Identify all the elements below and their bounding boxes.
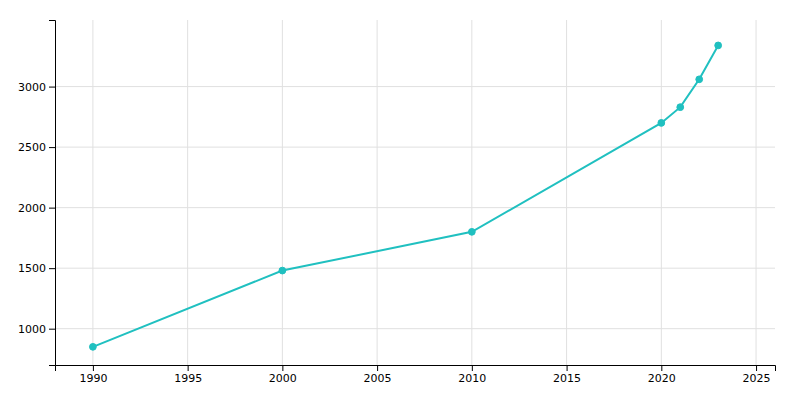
y-tick: 1500 [18,262,55,275]
y-tick-label: 2500 [18,141,46,154]
grid-line-y [55,86,775,87]
point [279,267,286,274]
point [658,120,665,127]
y-axis: 1000 1500 2000 2500 3000 [18,21,56,366]
y-axis-line [49,21,56,366]
x-tick: 2025 [743,365,771,385]
grid-line-y [55,147,775,148]
grid-line-y [55,268,775,269]
x-tick-label: 2010 [458,372,486,385]
x-tick-label: 1995 [174,372,202,385]
y-tick-mark [49,208,55,209]
grid-line-x [377,20,378,365]
y-tick-mark [49,147,55,148]
x-tick: 2010 [458,365,486,385]
y-tick-mark [49,329,55,330]
x-tick: 2000 [269,365,297,385]
series [90,42,722,350]
x-tick: 2020 [648,365,676,385]
grid-line-x [661,20,662,365]
x-tick-label: 2015 [553,372,581,385]
x-tick-mark [93,365,94,371]
point [677,104,684,111]
plot: 1990 1995 2000 2005 2010 2015 2020 2025 1000 1500… [18,20,776,385]
grid-line-y [55,328,775,329]
y-tick-label: 3000 [18,81,46,94]
x-tick-label: 1990 [79,372,107,385]
y-tick-mark [49,268,55,269]
y-tick-label: 1500 [18,262,46,275]
x-tick-label: 2025 [743,372,771,385]
x-tick-mark [188,365,189,371]
x-tick-mark [377,365,378,371]
x-tick-label: 2020 [648,372,676,385]
point [715,42,722,49]
grid-line-x [756,20,757,365]
y-tick: 2500 [18,141,55,154]
grid-line-x [187,20,188,365]
grid-line-x [471,20,472,365]
grid-line-y [55,207,775,208]
point [696,76,703,83]
x-tick: 2005 [364,365,392,385]
y-tick: 3000 [18,81,55,94]
y-tick: 1000 [18,323,55,336]
x-tick-mark [661,365,662,371]
y-tick: 2000 [18,202,55,215]
x-tick-mark [567,365,568,371]
x-tick: 2015 [553,365,581,385]
grid [55,20,775,365]
x-axis-line [56,366,776,372]
chart: 1990 1995 2000 2005 2010 2015 2020 2025 1000 1500… [0,0,800,400]
y-tick-mark [49,87,55,88]
grid-line-x [282,20,283,365]
point [90,343,97,350]
x-tick-mark [472,365,473,371]
x-tick-mark [282,365,283,371]
y-tick-label: 1000 [18,323,46,336]
x-tick-label: 2005 [364,372,392,385]
x-tick-mark [756,365,757,371]
y-tick-label: 2000 [18,202,46,215]
line [93,45,718,346]
x-axis: 1990 1995 2000 2005 2010 2015 2020 2025 [56,365,776,385]
point [468,228,475,235]
grid-line-x [92,20,93,365]
x-tick: 1990 [79,365,107,385]
x-tick-label: 2000 [269,372,297,385]
x-tick: 1995 [174,365,202,385]
grid-line-x [566,20,567,365]
